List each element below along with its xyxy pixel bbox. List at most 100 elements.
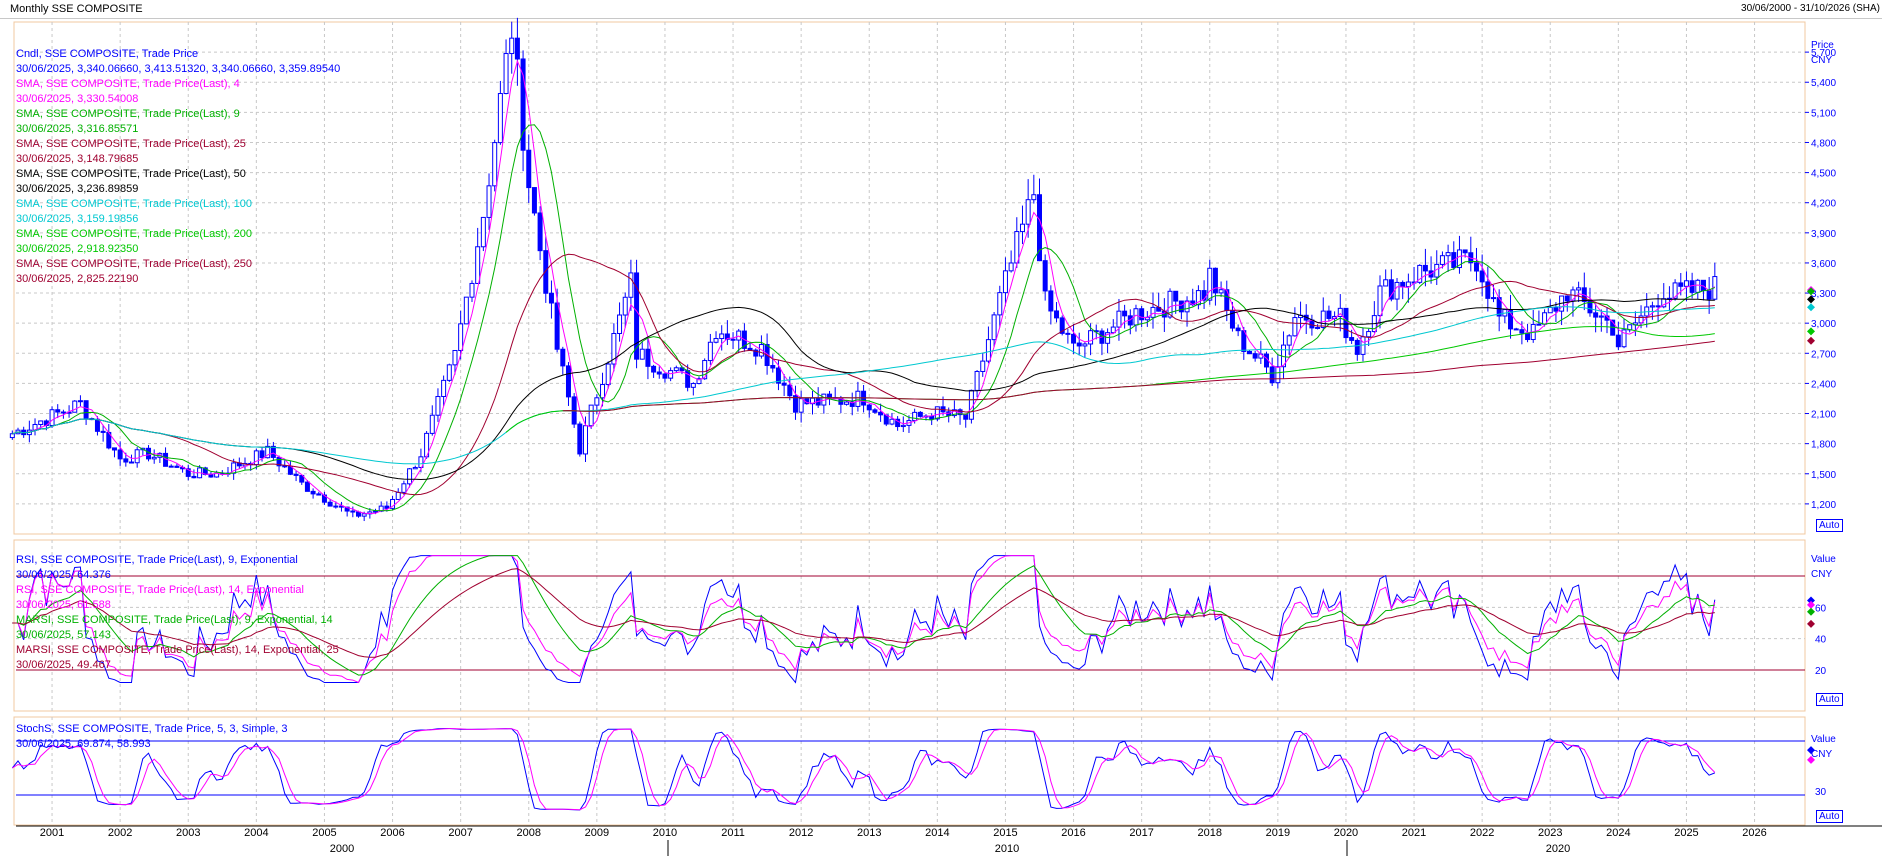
candle-body bbox=[282, 465, 288, 468]
candle-body bbox=[577, 423, 583, 455]
last-value-marker bbox=[1807, 287, 1815, 296]
price-legend-label-6[interactable]: SMA, SSE COMPOSITE, Trade Price(Last), 2… bbox=[16, 228, 252, 240]
price-legend-label-3[interactable]: SMA, SSE COMPOSITE, Trade Price(Last), 2… bbox=[16, 138, 246, 150]
candle-body bbox=[1547, 306, 1553, 314]
rsi-y-tick-label: 20 bbox=[1815, 666, 1827, 677]
stoch-last-value-marker bbox=[1807, 755, 1815, 764]
rsi-legend-label-0[interactable]: RSI, SSE COMPOSITE, Trade Price(Last), 9… bbox=[16, 554, 298, 566]
x-tick-label: 2002 bbox=[108, 827, 132, 839]
candle-body bbox=[293, 473, 299, 476]
candle-body bbox=[917, 411, 923, 417]
candle-body bbox=[713, 338, 719, 343]
candle-body bbox=[117, 449, 123, 460]
candle-body bbox=[565, 365, 571, 398]
candle-body bbox=[605, 363, 611, 386]
stoch-y-tick-label: 30 bbox=[1815, 787, 1827, 798]
candle-body bbox=[1014, 231, 1020, 264]
candle-body bbox=[554, 302, 560, 350]
price-legend-label-5[interactable]: SMA, SSE COMPOSITE, Trade Price(Last), 1… bbox=[16, 198, 252, 210]
candle-body bbox=[185, 468, 191, 477]
rsi-auto-scale-button[interactable]: Auto bbox=[1816, 693, 1843, 706]
rsi-y-tick-label: 60 bbox=[1815, 603, 1827, 614]
x-tick-label: 2011 bbox=[721, 827, 745, 839]
price-legend-label-0[interactable]: Cndl, SSE COMPOSITE, Trade Price bbox=[16, 48, 199, 60]
rsi-legend-value-1: 30/06/2025, 61.588 bbox=[16, 599, 111, 611]
candle-body bbox=[407, 468, 413, 485]
price-y-tick-label: 3,900 bbox=[1811, 229, 1836, 240]
candle-body bbox=[1207, 267, 1213, 301]
rsi-legend-label-3[interactable]: MARSI, SSE COMPOSITE, Trade Price(Last),… bbox=[16, 644, 339, 656]
candle-body bbox=[673, 367, 679, 372]
candle-body bbox=[304, 481, 310, 492]
candle-body bbox=[1536, 323, 1542, 326]
stoch-k-line bbox=[11, 728, 1715, 811]
price-auto-scale-button[interactable]: Auto bbox=[1816, 519, 1843, 532]
candle-body bbox=[1383, 279, 1389, 287]
candle-body bbox=[446, 364, 452, 381]
candle-body bbox=[9, 433, 15, 439]
candle-body bbox=[1525, 332, 1531, 341]
stoch-axis-title: Value bbox=[1811, 734, 1836, 745]
x-tick-label: 2021 bbox=[1402, 827, 1426, 839]
price-legend-label-4[interactable]: SMA, SSE COMPOSITE, Trade Price(Last), 5… bbox=[16, 168, 246, 180]
candle-body bbox=[1275, 366, 1281, 384]
candle-body bbox=[1462, 249, 1468, 254]
stoch-last-value-marker bbox=[1807, 746, 1815, 755]
sma-4-line bbox=[12, 59, 1716, 515]
x-tick-label: 2015 bbox=[993, 827, 1017, 839]
x-decade-label: 2020 bbox=[1546, 843, 1570, 855]
candle-body bbox=[900, 424, 906, 428]
candle-body bbox=[656, 371, 662, 375]
candle-body bbox=[1354, 339, 1360, 355]
candle-body bbox=[469, 282, 475, 298]
candle-body bbox=[775, 367, 781, 384]
candle-body bbox=[968, 389, 974, 420]
candle-body bbox=[696, 378, 702, 385]
candle-body bbox=[866, 404, 872, 411]
candle-body bbox=[1519, 329, 1525, 334]
candle-body bbox=[1598, 315, 1604, 318]
candle-body bbox=[1076, 342, 1082, 347]
x-tick-label: 2016 bbox=[1061, 827, 1085, 839]
title-bar: Monthly SSE COMPOSITE 30/06/2000 - 31/10… bbox=[0, 0, 1882, 19]
x-tick-label: 2007 bbox=[448, 827, 472, 839]
candle-body bbox=[463, 296, 469, 325]
rsi-legend-label-1[interactable]: RSI, SSE COMPOSITE, Trade Price(Last), 1… bbox=[16, 584, 304, 596]
candle-body bbox=[543, 250, 549, 294]
candle-body bbox=[1178, 300, 1184, 313]
candle-body bbox=[1042, 260, 1048, 292]
candle-body bbox=[1218, 289, 1224, 294]
candle-body bbox=[980, 360, 986, 372]
price-axis-title: Price bbox=[1811, 40, 1834, 51]
candle-body bbox=[452, 349, 458, 366]
candle-body bbox=[588, 404, 594, 427]
panel-frame-0 bbox=[13, 21, 1806, 535]
stoch-auto-scale-button[interactable]: Auto bbox=[1816, 810, 1843, 823]
candle-body bbox=[390, 498, 396, 509]
candle-body bbox=[991, 314, 997, 341]
price-legend-label-2[interactable]: SMA, SSE COMPOSITE, Trade Price(Last), 9 bbox=[16, 108, 240, 120]
x-decade-label: 2010 bbox=[995, 843, 1019, 855]
x-tick-label: 2023 bbox=[1538, 827, 1562, 839]
candle-body bbox=[1088, 330, 1094, 345]
candle-body bbox=[912, 411, 918, 422]
stoch-legend-label-0[interactable]: StochS, SSE COMPOSITE, Trade Price, 5, 3… bbox=[16, 723, 288, 735]
rsi-legend-label-2[interactable]: MARSI, SSE COMPOSITE, Trade Price(Last),… bbox=[16, 614, 333, 626]
candle-body bbox=[475, 246, 481, 284]
x-tick-label: 2001 bbox=[40, 827, 64, 839]
candle-body bbox=[1065, 332, 1071, 335]
candle-body bbox=[634, 272, 640, 360]
x-decade-label: 2000 bbox=[330, 843, 354, 855]
candle-body bbox=[645, 348, 651, 367]
candle-body bbox=[1445, 252, 1451, 257]
candle-body bbox=[1008, 262, 1014, 272]
candle-body bbox=[548, 292, 554, 304]
sma-25-line bbox=[12, 253, 1715, 496]
price-legend-label-7[interactable]: SMA, SSE COMPOSITE, Trade Price(Last), 2… bbox=[16, 258, 252, 270]
price-legend-label-1[interactable]: SMA, SSE COMPOSITE, Trade Price(Last), 4 bbox=[16, 78, 240, 90]
x-tick-label: 2008 bbox=[517, 827, 541, 839]
candle-body bbox=[1082, 343, 1088, 347]
candle-body bbox=[1689, 280, 1695, 293]
candle-body bbox=[83, 400, 89, 420]
